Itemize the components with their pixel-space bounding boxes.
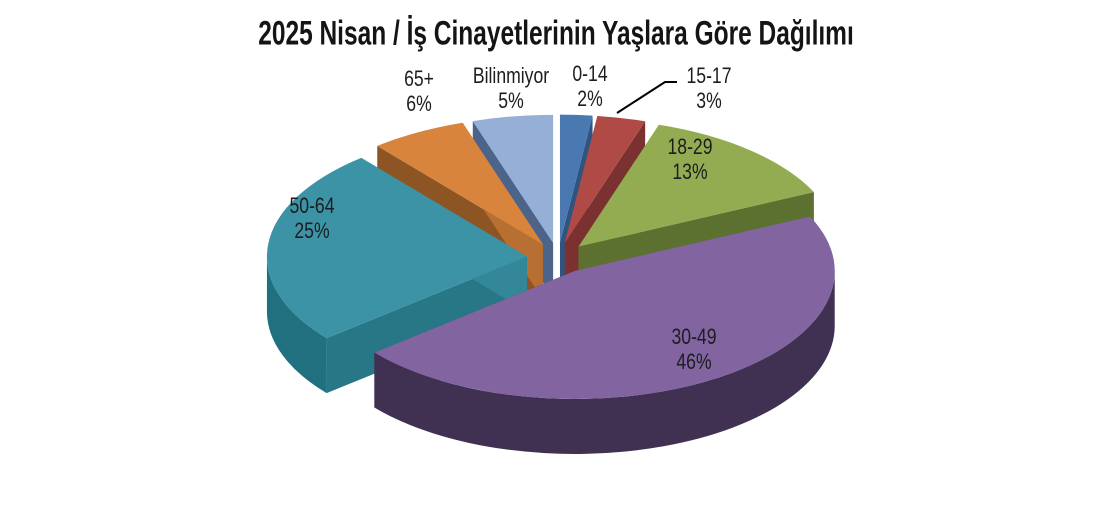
slice-label-category: 18-29 <box>667 134 713 159</box>
slice-50-64-top <box>266 157 527 339</box>
slice-label-category: 50-64 <box>289 193 335 218</box>
slice-label-15-17: 15-17 3% <box>686 63 731 113</box>
slice-30-49-top <box>374 216 835 399</box>
slice-label-percent: 25% <box>294 218 330 243</box>
slice-30-49-rim <box>374 270 835 454</box>
slice-65+-top <box>377 122 543 245</box>
slice-label-percent: 5% <box>498 88 524 113</box>
slice-label-category: 0-14 <box>572 61 608 86</box>
slice-18-29-top <box>578 124 814 247</box>
slice-label-percent: 2% <box>577 86 603 111</box>
slice-label-category: 15-17 <box>686 63 732 88</box>
slice-label-Bilinmiyor: Bilinmiyor 5% <box>473 63 549 113</box>
slice-Bilinmiyor-top <box>472 114 554 243</box>
slice-label-percent: 6% <box>406 91 432 116</box>
slice-50-64-rim <box>266 256 327 394</box>
slice-label-18-29: 18-29 13% <box>667 134 712 184</box>
slice-15-17-top <box>564 116 646 244</box>
slice-label-percent: 3% <box>696 88 722 113</box>
slice-label-0-14: 0-14 2% <box>572 61 607 111</box>
slice-label-percent: 46% <box>676 349 712 374</box>
slice-label-percent: 13% <box>672 159 708 184</box>
slice-label-65+: 65+ 6% <box>404 66 434 116</box>
callout-line-15-17 <box>616 81 677 114</box>
slice-label-category: Bilinmiyor <box>472 63 550 88</box>
slice-label-50-64: 50-64 25% <box>289 193 334 243</box>
chart-title: 2025 Nisan / İş Cinayetlerinin Yaşlara G… <box>258 14 854 53</box>
slice-label-category: 65+ <box>404 66 434 91</box>
slice-0-14-top <box>559 114 593 243</box>
slice-label-30-49: 30-49 46% <box>671 324 716 374</box>
slice-label-category: 30-49 <box>671 324 717 349</box>
